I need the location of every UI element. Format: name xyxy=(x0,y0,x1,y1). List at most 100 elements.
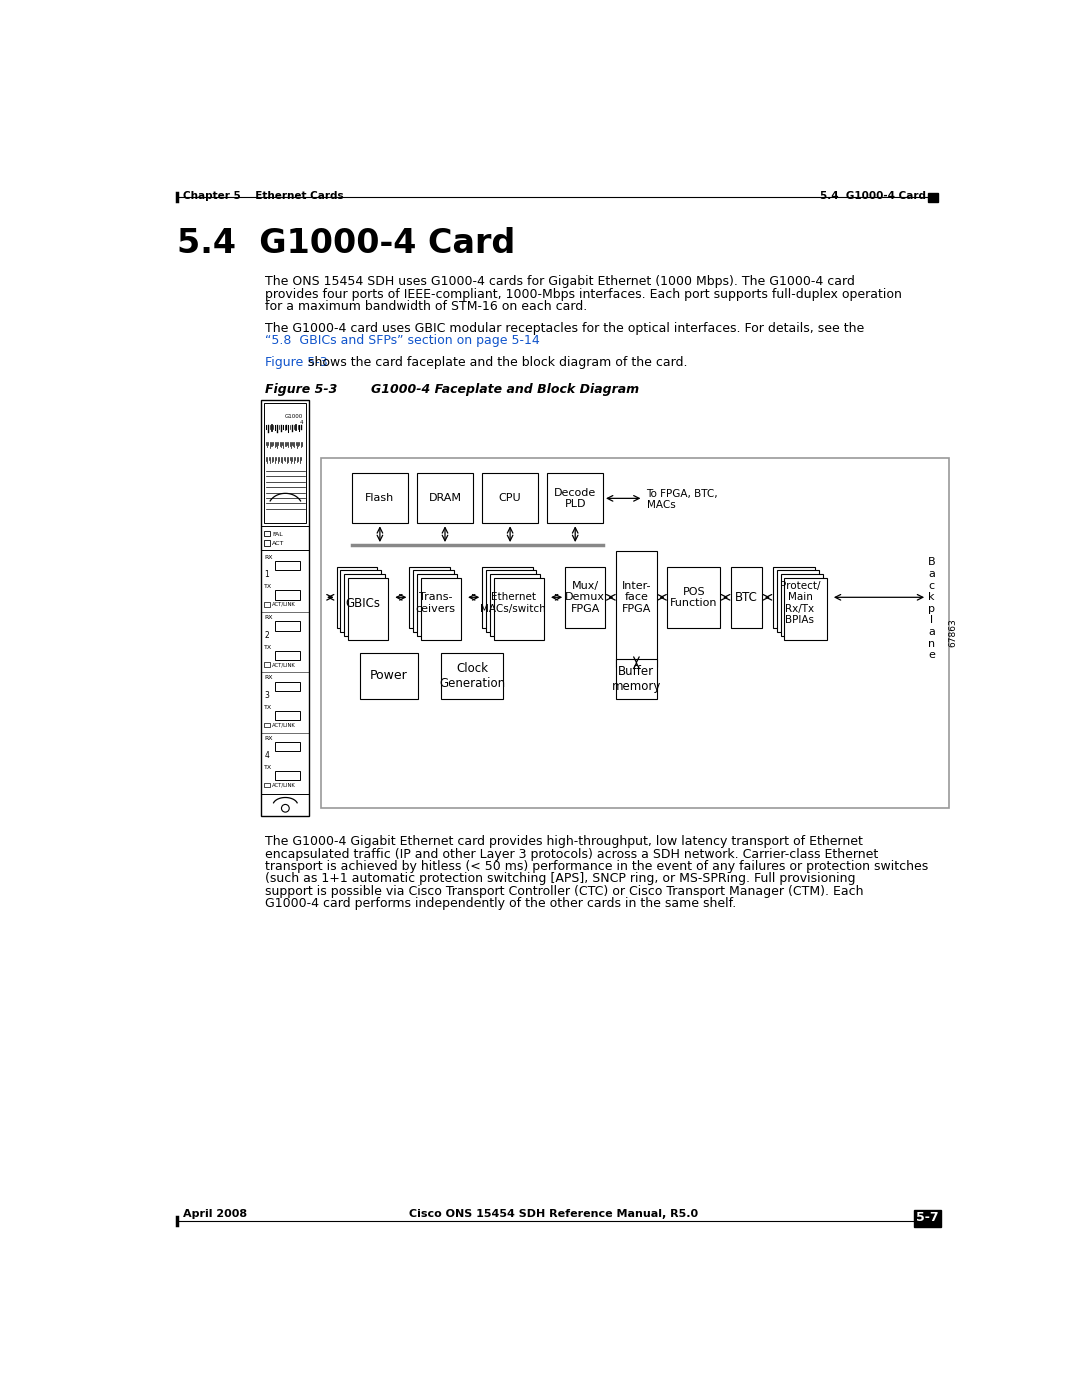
Text: RX: RX xyxy=(265,675,273,680)
Text: Cisco ONS 15454 SDH Reference Manual, R5.0: Cisco ONS 15454 SDH Reference Manual, R5… xyxy=(409,1208,698,1220)
Text: TX: TX xyxy=(265,705,272,710)
Text: G1000
4: G1000 4 xyxy=(285,414,303,425)
Text: 1: 1 xyxy=(265,570,269,580)
Text: Flash: Flash xyxy=(365,493,394,503)
Text: Figure 5-3: Figure 5-3 xyxy=(266,355,328,369)
Text: GBICs: GBICs xyxy=(345,597,380,609)
Text: shows the card faceplate and the block diagram of the card.: shows the card faceplate and the block d… xyxy=(305,355,688,369)
Bar xyxy=(773,567,815,629)
Bar xyxy=(352,474,408,524)
Text: ACT/LINK: ACT/LINK xyxy=(272,782,296,788)
Text: G1000-4 Faceplate and Block Diagram: G1000-4 Faceplate and Block Diagram xyxy=(372,383,639,397)
Bar xyxy=(731,567,762,629)
Text: transport is achieved by hitless (< 50 ms) performance in the event of any failu: transport is achieved by hitless (< 50 m… xyxy=(266,861,929,873)
Text: G1000-4 card performs independently of the other cards in the same shelf.: G1000-4 card performs independently of t… xyxy=(266,897,737,909)
Bar xyxy=(417,474,473,524)
Bar xyxy=(275,651,300,659)
Text: ACT/LINK: ACT/LINK xyxy=(272,662,296,668)
Bar xyxy=(494,578,544,640)
Text: DRAM: DRAM xyxy=(429,493,461,503)
Bar xyxy=(275,622,300,630)
Text: provides four ports of IEEE-compliant, 1000-Mbps interfaces. Each port supports : provides four ports of IEEE-compliant, 1… xyxy=(266,288,902,300)
Bar xyxy=(548,474,603,524)
Text: for a maximum bandwidth of STM-16 on each card.: for a maximum bandwidth of STM-16 on eac… xyxy=(266,300,588,313)
Bar xyxy=(275,562,300,570)
Text: encapsulated traffic (IP and other Layer 3 protocols) across a SDH network. Carr: encapsulated traffic (IP and other Layer… xyxy=(266,848,878,861)
Text: The G1000-4 Gigabit Ethernet card provides high-throughput, low latency transpor: The G1000-4 Gigabit Ethernet card provid… xyxy=(266,835,863,848)
Text: RX: RX xyxy=(265,735,273,740)
Bar xyxy=(265,602,270,606)
Text: The G1000-4 card uses GBIC modular receptacles for the optical interfaces. For d: The G1000-4 card uses GBIC modular recep… xyxy=(266,321,864,335)
Text: 5.4  G1000-4 Card: 5.4 G1000-4 Card xyxy=(177,228,515,260)
Bar xyxy=(261,400,309,816)
Text: POS
Function: POS Function xyxy=(670,587,717,608)
Text: Clock
Generation: Clock Generation xyxy=(440,662,505,690)
Bar xyxy=(565,567,606,629)
Text: TX: TX xyxy=(265,644,272,650)
Text: Ethernet
MACs/switch: Ethernet MACs/switch xyxy=(481,592,546,613)
Bar xyxy=(345,574,384,636)
Text: Protect/
Main
Rx/Tx
BPIAs: Protect/ Main Rx/Tx BPIAs xyxy=(780,581,820,626)
Text: TX: TX xyxy=(265,766,272,770)
Text: ACT: ACT xyxy=(272,541,284,546)
Bar xyxy=(337,567,377,629)
Text: To FPGA, BTC,: To FPGA, BTC, xyxy=(647,489,718,499)
Bar xyxy=(617,659,657,698)
Bar xyxy=(275,591,300,599)
Text: 4: 4 xyxy=(265,752,269,760)
Bar xyxy=(321,458,948,809)
Bar xyxy=(265,404,307,522)
Bar xyxy=(441,652,503,698)
Bar xyxy=(265,782,270,788)
Text: Trans-
ceivers: Trans- ceivers xyxy=(416,592,456,613)
Bar xyxy=(784,578,827,640)
Bar xyxy=(275,771,300,781)
Text: RX: RX xyxy=(265,615,273,620)
Bar xyxy=(265,541,270,546)
Text: TX: TX xyxy=(265,584,272,590)
Bar xyxy=(265,531,270,536)
Text: The ONS 15454 SDH uses G1000-4 cards for Gigabit Ethernet (1000 Mbps). The G1000: The ONS 15454 SDH uses G1000-4 cards for… xyxy=(266,275,855,288)
Text: 5-7: 5-7 xyxy=(916,1211,939,1224)
Bar xyxy=(781,574,823,636)
Text: April 2008: April 2008 xyxy=(183,1208,247,1220)
Bar xyxy=(490,574,540,636)
Text: Inter-
face
FPGA: Inter- face FPGA xyxy=(622,581,651,613)
Bar xyxy=(409,567,449,629)
Text: 2: 2 xyxy=(265,630,269,640)
Bar xyxy=(348,578,389,640)
Text: ACT/LINK: ACT/LINK xyxy=(272,602,296,606)
Text: CPU: CPU xyxy=(499,493,522,503)
Bar xyxy=(777,570,820,631)
Bar xyxy=(275,682,300,692)
Text: Figure 5-3: Figure 5-3 xyxy=(266,383,338,397)
Bar xyxy=(486,570,537,631)
Bar xyxy=(667,567,720,629)
Bar xyxy=(482,567,532,629)
Text: (such as 1+1 automatic protection switching [APS], SNCP ring, or MS-SPRing. Full: (such as 1+1 automatic protection switch… xyxy=(266,872,855,886)
Text: RX: RX xyxy=(265,555,273,560)
Bar xyxy=(265,662,270,666)
Text: Mux/
Demux
FPGA: Mux/ Demux FPGA xyxy=(565,581,605,613)
Bar xyxy=(275,711,300,719)
Bar xyxy=(482,474,538,524)
Text: ACT/LINK: ACT/LINK xyxy=(272,722,296,728)
Text: MACs: MACs xyxy=(647,500,675,510)
Text: 3: 3 xyxy=(265,690,269,700)
Bar xyxy=(617,550,657,666)
Text: Buffer
memory: Buffer memory xyxy=(611,665,661,693)
Text: 5.4  G1000-4 Card: 5.4 G1000-4 Card xyxy=(820,191,926,201)
Bar xyxy=(928,193,937,201)
Text: support is possible via Cisco Transport Controller (CTC) or Cisco Transport Mana: support is possible via Cisco Transport … xyxy=(266,884,864,897)
Text: Chapter 5    Ethernet Cards: Chapter 5 Ethernet Cards xyxy=(183,191,343,201)
Text: Decode
PLD: Decode PLD xyxy=(554,488,596,509)
Bar xyxy=(421,578,461,640)
Text: FAL: FAL xyxy=(272,532,283,536)
Bar xyxy=(417,574,458,636)
Bar xyxy=(340,570,380,631)
Bar xyxy=(265,722,270,728)
Text: .: . xyxy=(430,334,433,346)
Text: “5.8  GBICs and SFPs” section on page 5-14: “5.8 GBICs and SFPs” section on page 5-1… xyxy=(266,334,540,346)
Text: 67863: 67863 xyxy=(948,619,957,647)
Text: Power: Power xyxy=(370,669,407,682)
